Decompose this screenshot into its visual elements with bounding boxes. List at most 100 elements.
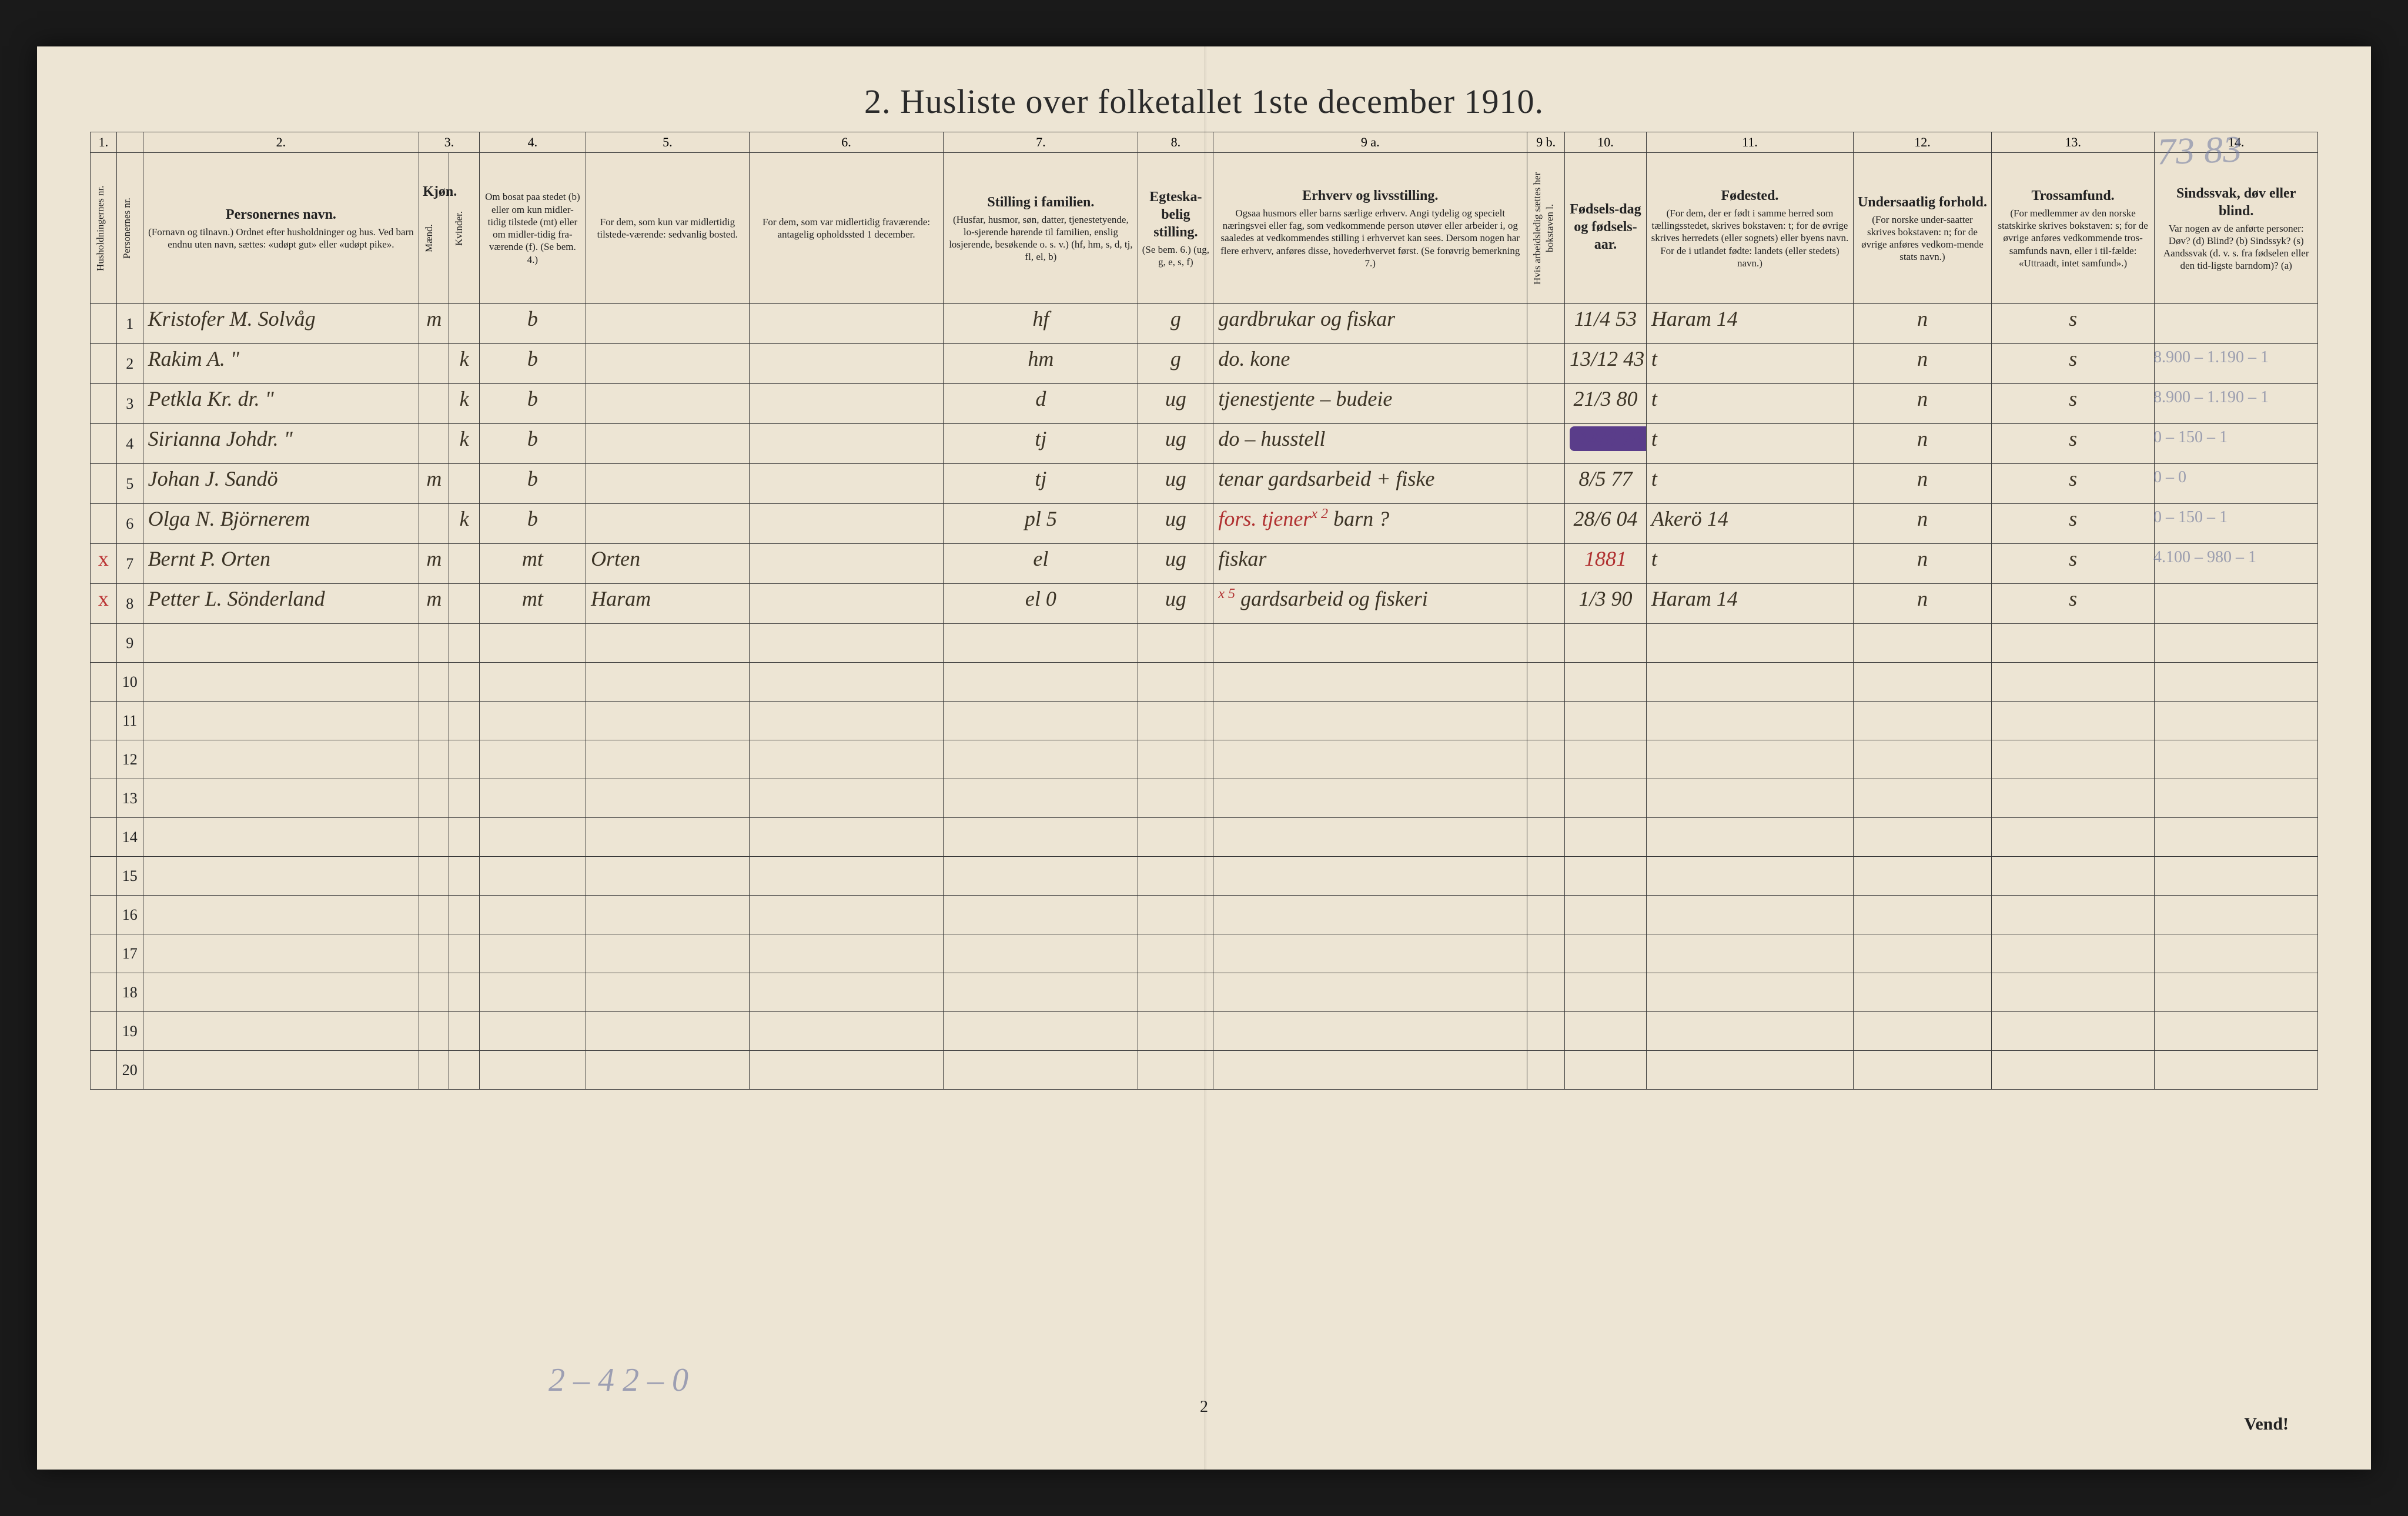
cell	[143, 973, 419, 1012]
cell	[586, 896, 750, 934]
cell: t	[1646, 384, 1853, 424]
margin-note: 0 – 0	[2153, 458, 2330, 497]
cell: Haram	[586, 584, 750, 624]
cell: 13	[116, 779, 143, 818]
margin-note: 4.100 – 980 – 1	[2153, 537, 2330, 577]
cell	[586, 304, 750, 344]
cell	[749, 624, 944, 663]
cell	[419, 740, 449, 779]
cell	[749, 896, 944, 934]
cell	[91, 740, 117, 779]
cell	[1527, 934, 1565, 973]
cell	[419, 857, 449, 896]
header-birthdate: Fødsels-dag og fødsels-aar.	[1565, 153, 1647, 304]
cell: Rakim A. "	[143, 344, 419, 384]
cell	[1991, 663, 2155, 702]
cell	[1138, 818, 1213, 857]
cell	[1213, 740, 1527, 779]
cell	[91, 934, 117, 973]
cell: 14/6 78	[1565, 424, 1647, 464]
table-row: 15	[91, 857, 2318, 896]
cell	[1646, 818, 1853, 857]
cell	[944, 1012, 1138, 1051]
pencil-top-right: 73 83	[2156, 128, 2242, 174]
cell	[1213, 1051, 1527, 1090]
cell	[1527, 384, 1565, 424]
cell: Bernt P. Orten	[143, 544, 419, 584]
cell: 7	[116, 544, 143, 584]
census-page: 73 83 2. Husliste over folketallet 1ste …	[37, 46, 2371, 1470]
cell	[449, 584, 479, 624]
cell: 1/3 90	[1565, 584, 1647, 624]
cell	[91, 896, 117, 934]
cell	[479, 702, 586, 740]
colnum: 5.	[586, 132, 750, 153]
cell	[749, 584, 944, 624]
cell	[1527, 857, 1565, 896]
margin-note: 0 – 150 – 1	[2153, 497, 2330, 537]
cell	[1991, 779, 2155, 818]
cell: 9	[116, 624, 143, 663]
cell	[749, 973, 944, 1012]
cell	[449, 740, 479, 779]
cell: 15	[116, 857, 143, 896]
cell	[1527, 344, 1565, 384]
cell	[944, 624, 1138, 663]
cell	[2155, 1012, 2318, 1051]
cell: Johan J. Sandö	[143, 464, 419, 504]
cell	[91, 779, 117, 818]
cell	[2155, 857, 2318, 896]
cell	[449, 896, 479, 934]
cell	[1138, 896, 1213, 934]
cell: 12	[116, 740, 143, 779]
table-row: 18	[91, 973, 2318, 1012]
table-row: 17	[91, 934, 2318, 973]
cell: tj	[944, 464, 1138, 504]
cell	[143, 779, 419, 818]
cell	[1565, 1012, 1647, 1051]
colnum: 4.	[479, 132, 586, 153]
cell: 18	[116, 973, 143, 1012]
cell	[749, 857, 944, 896]
colnum: 9 a.	[1213, 132, 1527, 153]
cell	[1991, 1012, 2155, 1051]
cell	[1565, 857, 1647, 896]
cell	[479, 624, 586, 663]
cell: 19	[116, 1012, 143, 1051]
cell	[479, 1051, 586, 1090]
cell: hm	[944, 344, 1138, 384]
cell: x	[91, 584, 117, 624]
cell	[944, 663, 1138, 702]
header-unemployed: Hvis arbeidsledig sættes her bokstaven l…	[1527, 153, 1565, 304]
cell	[1854, 934, 1992, 973]
column-number-row: 1. 2. 3. 4. 5. 6. 7. 8. 9 a. 9 b. 10. 11…	[91, 132, 2318, 153]
table-row: 12	[91, 740, 2318, 779]
cell	[143, 663, 419, 702]
cell	[143, 1012, 419, 1051]
cell	[1213, 973, 1527, 1012]
header-religion: Trossamfund.(For medlemmer av den norske…	[1991, 153, 2155, 304]
cell: n	[1854, 584, 1992, 624]
cell: fiskar	[1213, 544, 1527, 584]
cell	[586, 464, 750, 504]
cell: 1881	[1565, 544, 1647, 584]
cell: pl 5	[944, 504, 1138, 544]
cell	[1527, 1051, 1565, 1090]
margin-note: 0 – 150 – 1	[2153, 418, 2330, 458]
footer-pencil-note: 2 – 4 2 – 0	[549, 1361, 688, 1399]
cell: s	[1991, 544, 2155, 584]
header-person-no: Personernes nr.	[116, 153, 143, 304]
cell: n	[1854, 304, 1992, 344]
cell	[586, 740, 750, 779]
cell: 13/12 43 +1	[1565, 344, 1647, 384]
cell: k	[449, 504, 479, 544]
cell: k	[449, 424, 479, 464]
cell	[1854, 973, 1992, 1012]
cell: ug	[1138, 544, 1213, 584]
cell	[1138, 857, 1213, 896]
cell: 21/3 80	[1565, 384, 1647, 424]
cell	[449, 663, 479, 702]
cell	[419, 934, 449, 973]
cell	[586, 624, 750, 663]
cell	[749, 1051, 944, 1090]
